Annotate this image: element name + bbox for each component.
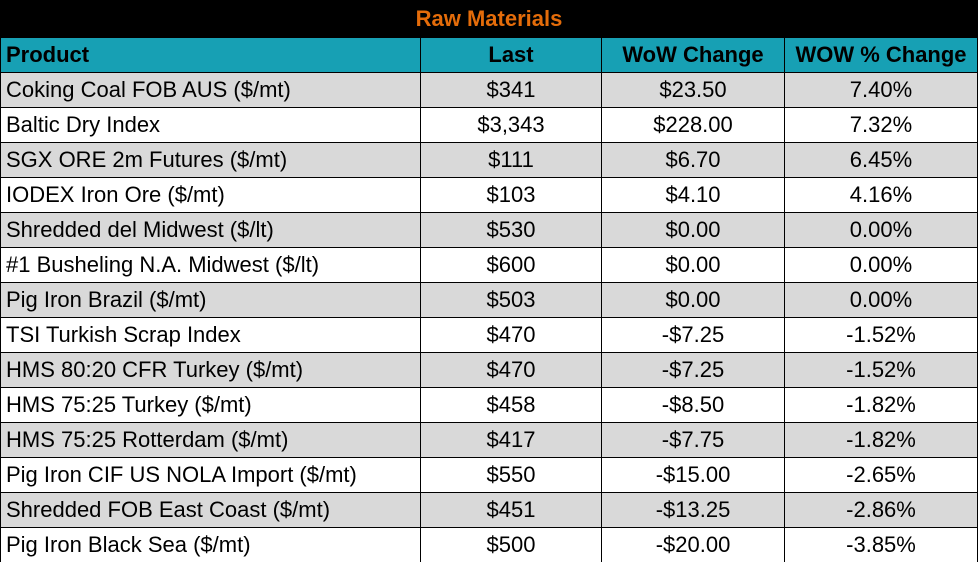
table-row: TSI Turkish Scrap Index $470 -$7.25 -1.52% [1, 317, 977, 352]
table-title: Raw Materials [1, 1, 977, 37]
header-wow-change: WoW Change [602, 38, 785, 72]
last-cell: $111 [421, 143, 602, 177]
product-cell: SGX ORE 2m Futures ($/mt) [1, 143, 421, 177]
last-cell: $470 [421, 318, 602, 352]
product-cell: HMS 75:25 Rotterdam ($/mt) [1, 423, 421, 457]
table-row: IODEX Iron Ore ($/mt) $103 $4.10 4.16% [1, 177, 977, 212]
last-cell: $550 [421, 458, 602, 492]
wow-change-cell: -$20.00 [602, 528, 785, 562]
header-product: Product [1, 38, 421, 72]
wow-pct-change-cell: 4.16% [849, 182, 913, 207]
product-cell: Pig Iron Brazil ($/mt) [1, 283, 421, 317]
product-cell: Pig Iron Black Sea ($/mt) [1, 528, 421, 562]
last-cell: $103 [421, 178, 602, 212]
table-row: HMS 80:20 CFR Turkey ($/mt) $470 -$7.25 -1.… [1, 352, 977, 387]
table-row: Shredded del Midwest ($/lt) $530 $0.00 0.00… [1, 212, 977, 247]
wow-pct-change-cell: -1.82% [846, 427, 916, 452]
last-cell: $417 [421, 423, 602, 457]
product-cell: #1 Busheling N.A. Midwest ($/lt) [1, 248, 421, 282]
product-cell: TSI Turkish Scrap Index [1, 318, 421, 352]
product-cell: HMS 75:25 Turkey ($/mt) [1, 388, 421, 422]
wow-pct-change-cell: -1.82% [846, 392, 916, 417]
product-cell: IODEX Iron Ore ($/mt) [1, 178, 421, 212]
wow-pct-change-cell: 7.40% [849, 77, 913, 102]
table-row: Pig Iron Black Sea ($/mt) $500 -$20.00 -3.8… [1, 527, 977, 562]
wow-change-cell: $4.10 [602, 178, 785, 212]
wow-change-cell: -$8.50 [602, 388, 785, 422]
wow-pct-change-cell: -3.85% [846, 532, 916, 557]
wow-pct-change-cell: 0.00% [849, 252, 913, 277]
product-cell: Shredded FOB East Coast ($/mt) [1, 493, 421, 527]
table-row: Baltic Dry Index $3,343 $228.00 7.32% [1, 107, 977, 142]
last-cell: $470 [421, 353, 602, 387]
last-cell: $3,343 [421, 108, 602, 142]
last-cell: $503 [421, 283, 602, 317]
wow-change-cell: -$13.25 [602, 493, 785, 527]
table-row: Shredded FOB East Coast ($/mt) $451 -$13.2… [1, 492, 977, 527]
wow-change-cell: -$7.25 [602, 318, 785, 352]
last-cell: $458 [421, 388, 602, 422]
wow-pct-change-cell: 6.45% [849, 147, 913, 172]
wow-change-cell: -$7.75 [602, 423, 785, 457]
table-row: Pig Iron CIF US NOLA Import ($/mt) $550 -$… [1, 457, 977, 492]
wow-pct-change-cell: -1.52% [846, 357, 916, 382]
product-cell: Pig Iron CIF US NOLA Import ($/mt) [1, 458, 421, 492]
table-row: HMS 75:25 Rotterdam ($/mt) $417 -$7.75 -1.8… [1, 422, 977, 457]
product-cell: Coking Coal FOB AUS ($/mt) [1, 73, 421, 107]
wow-change-cell: -$7.25 [602, 353, 785, 387]
product-cell: Shredded del Midwest ($/lt) [1, 213, 421, 247]
header-row: Product Last WoW Change WOW % Change [1, 37, 977, 72]
table-row: Coking Coal FOB AUS ($/mt) $341 $23.50 7.40… [1, 72, 977, 107]
wow-pct-change-cell: -2.65% [846, 462, 916, 487]
wow-change-cell: $0.00 [602, 283, 785, 317]
table-body: Coking Coal FOB AUS ($/mt) $341 $23.50 7.40… [1, 72, 977, 562]
product-cell: Baltic Dry Index [1, 108, 421, 142]
wow-change-cell: $6.70 [602, 143, 785, 177]
wow-change-cell: $0.00 [602, 213, 785, 247]
last-cell: $451 [421, 493, 602, 527]
wow-pct-change-cell: 7.32% [849, 112, 913, 137]
last-cell: $530 [421, 213, 602, 247]
wow-pct-change-cell: 0.00% [849, 217, 913, 242]
table-row: Pig Iron Brazil ($/mt) $503 $0.00 0.00% [1, 282, 977, 317]
product-cell: HMS 80:20 CFR Turkey ($/mt) [1, 353, 421, 387]
table-row: HMS 75:25 Turkey ($/mt) $458 -$8.50 -1.82% [1, 387, 977, 422]
last-cell: $341 [421, 73, 602, 107]
wow-pct-change-cell: -2.86% [846, 497, 916, 522]
wow-pct-change-cell: -1.52% [846, 322, 916, 347]
wow-change-cell: $228.00 [602, 108, 785, 142]
header-wow-pct-change: WOW % Change [795, 42, 967, 67]
table-row: #1 Busheling N.A. Midwest ($/lt) $600 $0.0… [1, 247, 977, 282]
wow-change-cell: $23.50 [602, 73, 785, 107]
wow-pct-change-cell: 0.00% [849, 287, 913, 312]
header-last: Last [421, 38, 602, 72]
wow-change-cell: $0.00 [602, 248, 785, 282]
table-row: SGX ORE 2m Futures ($/mt) $111 $6.70 6.45% [1, 142, 977, 177]
last-cell: $500 [421, 528, 602, 562]
last-cell: $600 [421, 248, 602, 282]
wow-change-cell: -$15.00 [602, 458, 785, 492]
